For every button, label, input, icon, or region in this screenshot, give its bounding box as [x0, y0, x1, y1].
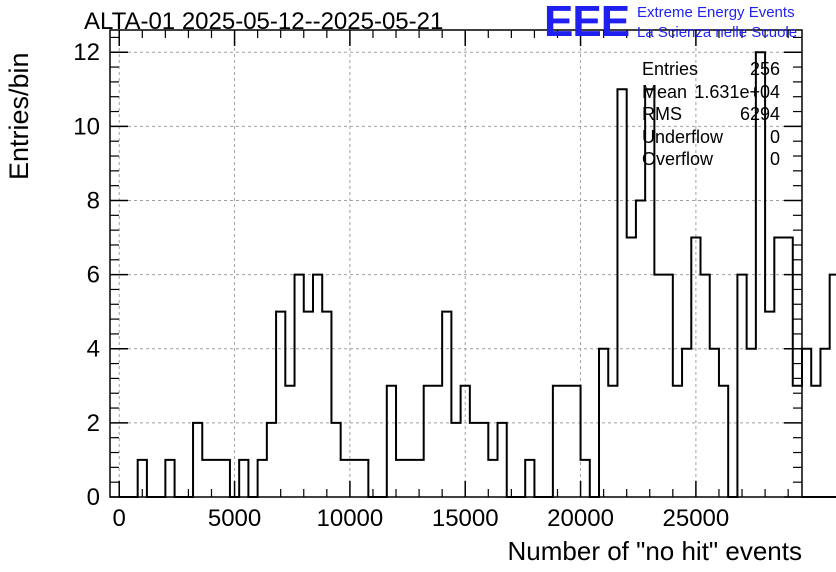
stat-value: 0 — [769, 126, 780, 147]
stat-row-overflow: Overflow 0 — [642, 148, 780, 171]
x-tick-label: 25000 — [663, 505, 730, 532]
stat-value: 6294 — [739, 104, 780, 124]
stat-label: Overflow — [642, 149, 714, 169]
stat-label: Mean — [642, 81, 688, 102]
axis-ticks — [110, 30, 802, 498]
plot-frame — [109, 29, 803, 498]
stat-label: Underflow — [642, 126, 724, 147]
y-tick-label: 4 — [87, 336, 100, 363]
chart-title: ALTA-01 2025-05-12--2025-05-21 — [84, 8, 444, 35]
eee-logo: EEE — [544, 0, 630, 46]
x-axis-label: Number of "no hit" events — [507, 536, 803, 566]
x-tick-label: 5000 — [208, 505, 261, 532]
stat-label: RMS — [642, 104, 682, 124]
stat-label: Entries — [642, 59, 699, 79]
stat-value: 256 — [749, 59, 780, 79]
x-tick-label: 10000 — [317, 505, 384, 532]
stat-row-mean: Mean 1.631e+04 — [642, 81, 780, 104]
y-tick-label: 8 — [87, 187, 100, 214]
stat-row-entries: Entries 256 — [642, 58, 780, 81]
y-tick-label: 6 — [87, 262, 100, 289]
stat-row-underflow: Underflow 0 — [642, 126, 780, 149]
stat-row-rms: RMS 6294 — [642, 103, 780, 126]
histogram-outline — [119, 51, 836, 498]
x-tick-label: 20000 — [547, 505, 614, 532]
y-tick-label: 12 — [73, 39, 100, 66]
y-tick-label: 10 — [73, 113, 100, 140]
x-tick-label: 15000 — [432, 505, 499, 532]
x-tick-label: 0 — [113, 505, 126, 532]
logo-text-line2: La Scienza nelle Scuole — [637, 24, 798, 41]
stats-box: Entries 256 Mean 1.631e+04 RMS 6294 Unde… — [642, 58, 780, 171]
y-tick-label: 0 — [87, 484, 100, 511]
stat-value: 0 — [769, 149, 780, 169]
stat-value: 1.631e+04 — [694, 81, 780, 102]
tick-labels: 0 2 4 6 8 10 12 0 5000 10000 15000 20000 25000 — [73, 39, 729, 532]
y-axis-label: Entries/bin — [4, 52, 34, 180]
y-tick-label: 2 — [87, 410, 100, 437]
logo-text-line1: Extreme Energy Events — [637, 4, 795, 21]
